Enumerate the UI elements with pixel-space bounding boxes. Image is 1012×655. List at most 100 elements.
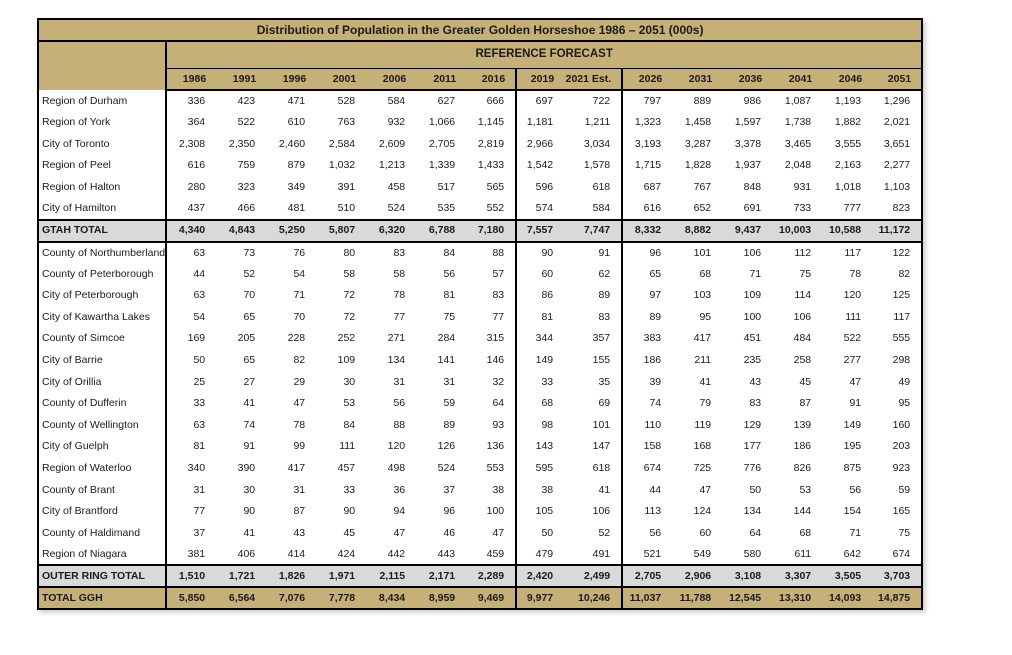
row-label: City of Kawartha Lakes [38, 306, 168, 328]
row-label: Region of Halton [38, 176, 168, 198]
value-cell: 2,163 [822, 154, 873, 177]
value-cell: 47 [822, 371, 873, 393]
year-header: 2051 [872, 68, 923, 91]
value-cell: 111 [822, 306, 873, 328]
value-cell: 595 [516, 457, 565, 480]
value-cell: 33 [166, 392, 217, 415]
value-cell: 68 [516, 392, 565, 415]
value-cell: 797 [622, 90, 673, 112]
value-cell: 69 [564, 392, 624, 415]
value-cell: 1,181 [516, 111, 565, 134]
value-cell: 63 [166, 284, 217, 307]
value-cell: 1,018 [822, 176, 873, 198]
value-cell: 96 [622, 241, 673, 264]
value-cell: 1,339 [416, 154, 467, 177]
value-cell: 652 [672, 197, 723, 220]
value-cell: 91 [822, 392, 873, 415]
value-cell: 618 [564, 176, 624, 198]
value-cell: 823 [872, 197, 923, 220]
value-cell: 36 [366, 479, 417, 501]
value-cell: 1,578 [564, 154, 624, 177]
value-cell: 58 [366, 263, 417, 285]
value-cell: 1,145 [466, 111, 518, 134]
value-cell: 89 [416, 414, 467, 436]
value-cell: 1,193 [822, 90, 873, 112]
value-cell: 528 [316, 90, 367, 112]
year-header: 2006 [366, 68, 417, 91]
value-cell: 58 [316, 263, 367, 285]
value-cell: 101 [672, 241, 723, 264]
value-cell: 78 [822, 263, 873, 285]
value-cell: 616 [622, 197, 673, 220]
value-cell: 160 [872, 414, 923, 436]
value-cell: 1,597 [722, 111, 773, 134]
value-cell: 76 [266, 241, 317, 264]
value-cell: 549 [672, 543, 723, 566]
year-header: 2026 [622, 68, 673, 91]
table-row: County of Simcoe 169 205 228 252 271 284 315 344… [38, 327, 923, 350]
row-label: County of Simcoe [38, 327, 168, 350]
value-cell: 88 [466, 241, 518, 264]
value-cell: 1,971 [316, 564, 367, 589]
year-header: 2001 [316, 68, 367, 91]
value-cell: 44 [166, 263, 217, 285]
value-cell: 722 [564, 90, 624, 112]
value-cell: 1,882 [822, 111, 873, 134]
value-cell: 517 [416, 176, 467, 198]
row-label: Region of Waterloo [38, 457, 168, 480]
value-cell: 63 [166, 414, 217, 436]
value-cell: 70 [266, 306, 317, 328]
value-cell: 63 [166, 241, 217, 264]
year-header: 2031 [672, 68, 723, 91]
table-row: County of Dufferin 33 41 47 53 56 59 64 68 69 74 79… [38, 392, 923, 415]
value-cell: 95 [872, 392, 923, 415]
year-header: 2036 [722, 68, 773, 91]
value-cell: 83 [466, 284, 518, 307]
value-cell: 77 [166, 500, 217, 523]
value-cell: 136 [466, 435, 518, 458]
value-cell: 105 [516, 500, 565, 523]
value-cell: 9,437 [722, 218, 773, 243]
value-cell: 280 [166, 176, 217, 198]
value-cell: 3,307 [772, 564, 823, 589]
value-cell: 205 [216, 327, 267, 350]
value-cell: 611 [772, 543, 823, 566]
value-cell: 2,289 [466, 564, 518, 589]
row-label: City of Guelph [38, 435, 168, 458]
value-cell: 9,469 [466, 586, 518, 611]
value-cell: 49 [872, 371, 923, 393]
value-cell: 64 [466, 392, 518, 415]
row-label: City of Toronto [38, 133, 168, 155]
value-cell: 1,032 [316, 154, 367, 177]
value-cell: 7,180 [466, 218, 518, 243]
table-row: Region of Halton 280 323 349 391 458 517 565 596… [38, 176, 923, 198]
table-row: County of Brant 31 30 31 33 36 37 38 38 41 44 47 50 5… [38, 479, 923, 501]
value-cell: 94 [366, 500, 417, 523]
table-row: City of Barrie 50 65 82 109 134 141 146 149 155 18… [38, 349, 923, 372]
value-cell: 14,875 [872, 586, 923, 611]
value-cell: 228 [266, 327, 317, 350]
value-cell: 457 [316, 457, 367, 480]
value-cell: 580 [722, 543, 773, 566]
value-cell: 7,076 [266, 586, 317, 611]
value-cell: 79 [672, 392, 723, 415]
table-row: City of Hamilton 437 466 481 510 524 535 552 574… [38, 197, 923, 220]
value-cell: 60 [516, 263, 565, 285]
row-label: County of Peterborough [38, 263, 168, 285]
value-cell: 610 [266, 111, 317, 134]
section-total-row: OUTER RING TOTAL 1,510 1,721 1,826 1,971 2,11… [38, 564, 923, 589]
value-cell: 29 [266, 371, 317, 393]
value-cell: 344 [516, 327, 565, 350]
value-cell: 336 [166, 90, 217, 112]
spreadsheet-area: Distribution of Population in the Greate… [37, 18, 924, 611]
row-label: Region of Niagara [38, 543, 168, 566]
value-cell: 390 [216, 457, 267, 480]
value-cell: 349 [266, 176, 317, 198]
value-cell: 13,310 [772, 586, 823, 611]
value-cell: 89 [564, 284, 624, 307]
value-cell: 277 [822, 349, 873, 372]
value-cell: 90 [316, 500, 367, 523]
value-cell: 120 [822, 284, 873, 307]
value-cell: 437 [166, 197, 217, 220]
value-cell: 64 [722, 522, 773, 544]
